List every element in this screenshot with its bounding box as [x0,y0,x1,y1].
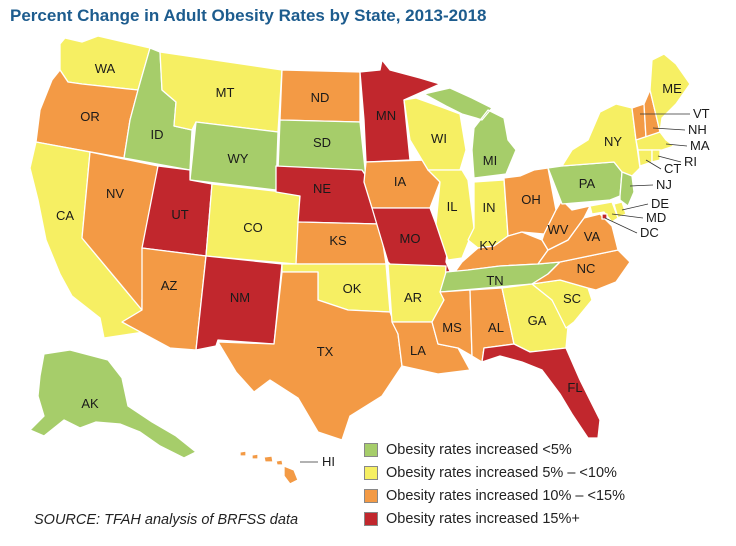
state-tx [217,271,403,441]
map-title: Percent Change in Adult Obesity Rates by… [10,6,487,25]
leader-dc [604,217,638,234]
legend-swatch [364,511,378,526]
label-al: AL [488,320,504,335]
legend-item: Obesity rates increased 5% – <10% [364,461,625,484]
label-tn: TN [486,273,503,288]
label-ga: GA [528,313,547,328]
leader-ma [665,143,688,147]
label-ct: CT [664,161,681,176]
state-il [427,169,475,261]
label-il: IL [447,199,458,214]
legend-item: Obesity rates increased <5% [364,438,625,461]
label-ri: RI [684,154,697,169]
state-wv [541,199,591,251]
label-wa: WA [95,61,116,76]
state-fl [481,343,601,439]
label-de: DE [651,196,669,211]
state-me [649,53,691,133]
state-hi [239,450,299,485]
leader-md [611,213,644,219]
label-pa: PA [579,176,596,191]
label-nj: NJ [656,177,672,192]
state-labels: WA OR CA ID NV MT WY UT AZ CO NM ND SD N… [56,61,710,469]
legend-swatch [364,465,378,480]
label-ky: KY [479,238,497,253]
legend: Obesity rates increased <5% Obesity rates… [364,438,625,530]
leader-ct [645,159,662,170]
label-ak: AK [81,396,99,411]
label-sd: SD [313,135,331,150]
label-sc: SC [563,291,581,306]
label-ny: NY [604,134,622,149]
label-wy: WY [228,151,249,166]
state-ak [29,349,197,459]
label-hi: HI [322,454,335,469]
legend-label: Obesity rates increased 15%+ [386,510,580,527]
legend-label: Obesity rates increased 10% – <15% [386,487,625,504]
legend-swatch [364,488,378,503]
label-oh: OH [521,192,541,207]
label-ma: MA [690,138,710,153]
label-dc: DC [640,225,659,240]
label-ut: UT [171,207,188,222]
state-ri [651,149,661,163]
label-co: CO [243,220,263,235]
state-nj [619,171,635,207]
label-nm: NM [230,290,250,305]
label-az: AZ [161,278,178,293]
leader-nj [629,184,654,187]
label-md: MD [646,210,666,225]
label-ms: MS [442,320,462,335]
label-nc: NC [577,261,596,276]
label-ca: CA [56,208,74,223]
legend-item: Obesity rates increased 10% – <15% [364,484,625,507]
label-in: IN [483,200,496,215]
label-la: LA [410,343,426,358]
label-ne: NE [313,181,331,196]
source-note: SOURCE: TFAH analysis of BRFSS data [34,512,299,528]
label-va: VA [584,229,601,244]
state-mi [423,87,517,179]
label-tx: TX [317,344,334,359]
label-nh: NH [688,122,707,137]
leader-ri [657,155,682,163]
label-nd: ND [311,90,330,105]
state-ct [637,149,653,167]
label-wi: WI [431,131,447,146]
label-ia: IA [394,174,407,189]
label-or: OR [80,109,100,124]
label-mt: MT [216,85,235,100]
leader-nh [652,127,686,131]
label-ks: KS [329,233,347,248]
label-wv: WV [548,222,569,237]
state-mn [359,59,441,163]
label-ar: AR [404,290,422,305]
label-id: ID [151,127,164,142]
label-mo: MO [400,231,421,246]
label-mn: MN [376,108,396,123]
legend-label: Obesity rates increased 5% – <10% [386,464,617,481]
label-me: ME [662,81,682,96]
legend-item: Obesity rates increased 15%+ [364,507,625,530]
leader-de [621,203,649,211]
label-vt: VT [693,106,710,121]
legend-label: Obesity rates increased <5% [386,441,572,458]
label-fl: FL [567,380,582,395]
leader-lines [300,113,690,463]
label-nv: NV [106,186,124,201]
label-mi: MI [483,153,497,168]
state-md [589,201,619,223]
state-wi [403,97,467,171]
label-ok: OK [343,281,362,296]
legend-swatch [364,442,378,457]
